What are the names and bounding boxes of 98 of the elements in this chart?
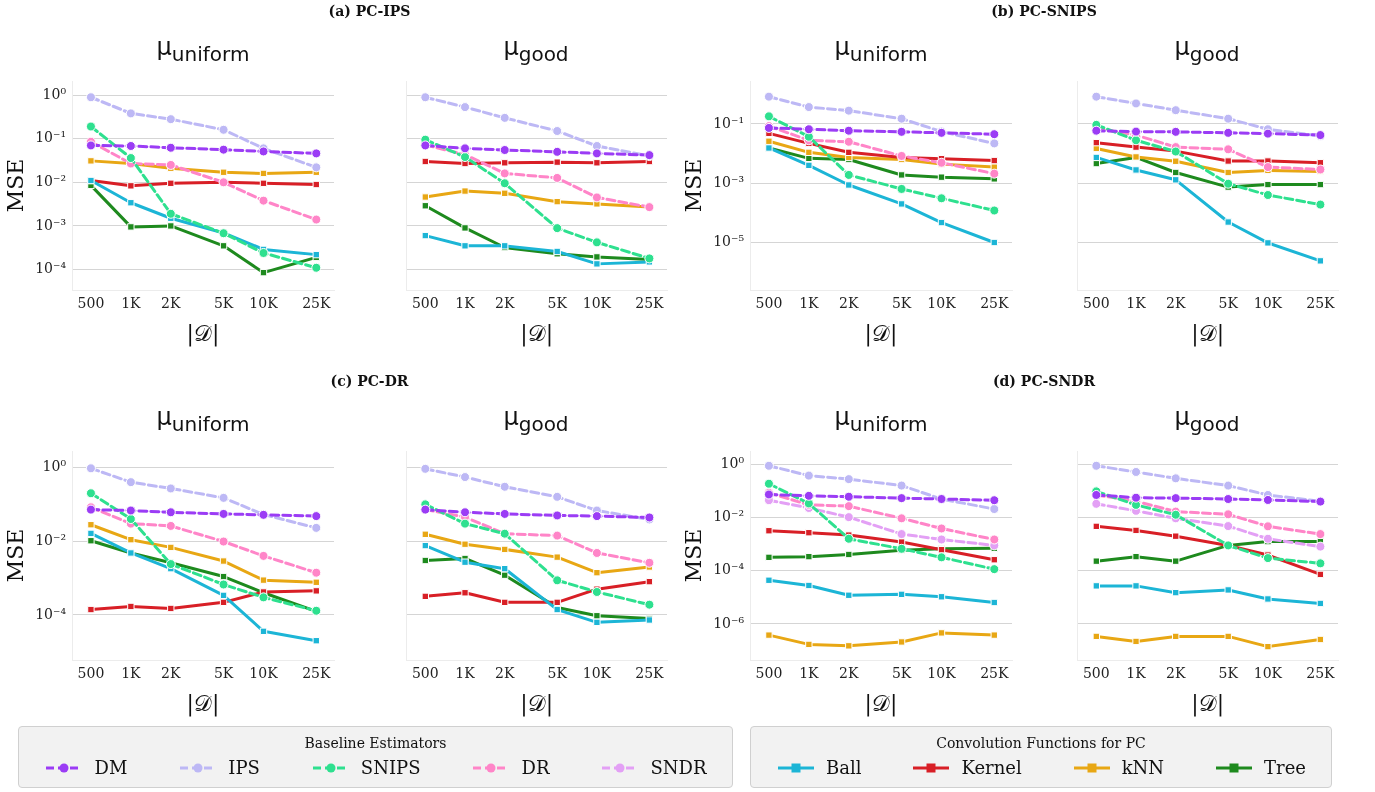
y-tick-label: 10⁰ xyxy=(42,85,67,102)
x-tick-label: 500 xyxy=(77,295,105,312)
x-tick-label: 25K xyxy=(1306,295,1336,312)
y-tick-label: 10⁻⁶ xyxy=(713,614,745,631)
x-tick-label: 10K xyxy=(582,295,612,312)
x-tick-label: 5K xyxy=(213,295,234,312)
x-tick-label: 2K xyxy=(161,665,182,682)
y-axis-title: MSE xyxy=(680,158,706,213)
x-tick-label: 25K xyxy=(980,665,1009,682)
legend-label: DM xyxy=(94,757,128,778)
chart-title: μ$_{uniform}$ xyxy=(155,403,251,436)
y-tick-label: 10⁰ xyxy=(720,455,745,472)
x-tick-label: 2K xyxy=(1166,295,1186,312)
x-tick-label: 2K xyxy=(839,665,860,682)
chart-title: μ$_{good}$ xyxy=(502,33,570,66)
x-tick-label: 1K xyxy=(799,295,820,312)
x-tick-label: 5K xyxy=(891,295,912,312)
x-tick-label: 1K xyxy=(799,665,820,682)
x-tick-label: 500 xyxy=(1082,295,1110,312)
x-tick-label: 1K xyxy=(455,295,476,312)
y-tick-label: 10⁻³ xyxy=(35,216,66,233)
y-tick-label: 10⁻³ xyxy=(713,173,744,190)
x-tick-label: 1K xyxy=(455,665,476,682)
x-tick-label: 5K xyxy=(213,665,234,682)
y-axis-title: MSE xyxy=(680,528,706,583)
x-tick-label: 500 xyxy=(77,665,105,682)
x-axis-title: |𝒟| xyxy=(1191,690,1225,717)
y-tick-label: 10⁻¹ xyxy=(713,114,744,131)
x-tick-label: 1K xyxy=(1126,295,1147,312)
x-tick-label: 1K xyxy=(121,295,142,312)
legend-label: Ball xyxy=(825,757,862,778)
text: (a) PC-IPS xyxy=(327,3,412,19)
x-axis-title: |𝒟| xyxy=(520,690,554,717)
x-tick-label: 500 xyxy=(1082,665,1110,682)
x-tick-label: 25K xyxy=(980,295,1009,312)
x-tick-label: 25K xyxy=(302,295,331,312)
chart-title: μ$_{good}$ xyxy=(502,403,570,436)
x-axis-title: |𝒟| xyxy=(186,690,220,717)
x-tick-label: 2K xyxy=(495,295,515,312)
x-tick-label: 5K xyxy=(547,295,568,312)
x-tick-label: 25K xyxy=(635,665,665,682)
x-tick-label: 10K xyxy=(927,295,957,312)
y-tick-label: 10⁻² xyxy=(35,531,66,548)
x-tick-label: 2K xyxy=(495,665,515,682)
y-tick-label: 10⁰ xyxy=(42,458,67,475)
x-tick-label: 25K xyxy=(302,665,331,682)
legend-title: Baseline Estimators xyxy=(303,735,448,751)
x-tick-label: 10K xyxy=(249,665,279,682)
x-tick-label: 5K xyxy=(547,665,568,682)
x-tick-label: 25K xyxy=(635,295,665,312)
y-tick-label: 10⁻⁴ xyxy=(35,605,67,622)
legend-label: kNN xyxy=(1121,757,1165,778)
x-tick-label: 500 xyxy=(411,295,439,312)
y-tick-label: 10⁻² xyxy=(35,172,66,189)
x-tick-label: 500 xyxy=(755,295,783,312)
x-axis-title: |𝒟| xyxy=(186,320,220,347)
x-axis-title: |𝒟| xyxy=(864,320,898,347)
text: (c) PC-DR xyxy=(329,373,410,389)
text: (b) PC-SNIPS xyxy=(990,3,1098,19)
x-tick-label: 10K xyxy=(249,295,279,312)
y-axis-title: MSE xyxy=(2,158,28,213)
x-axis-title: |𝒟| xyxy=(864,690,898,717)
legend-title: Convolution Functions for PC xyxy=(935,735,1147,751)
x-tick-label: 10K xyxy=(927,665,957,682)
legend-label: SNDR xyxy=(650,757,707,778)
chart-title: μ$_{uniform}$ xyxy=(155,33,251,66)
y-axis-title: MSE xyxy=(2,528,28,583)
x-tick-label: 10K xyxy=(582,665,612,682)
x-tick-label: 500 xyxy=(411,665,439,682)
x-tick-label: 2K xyxy=(839,295,860,312)
chart-title: μ$_{uniform}$ xyxy=(833,403,929,436)
x-tick-label: 5K xyxy=(1218,295,1239,312)
x-axis-title: |𝒟| xyxy=(1191,320,1225,347)
chart-title: μ$_{good}$ xyxy=(1173,33,1241,66)
y-tick-label: 10⁻⁴ xyxy=(713,561,745,578)
x-tick-label: 500 xyxy=(755,665,783,682)
x-axis-title: |𝒟| xyxy=(520,320,554,347)
y-tick-label: 10⁻² xyxy=(713,508,744,525)
x-tick-label: 2K xyxy=(1166,665,1186,682)
y-tick-label: 10⁻⁵ xyxy=(713,233,745,250)
y-tick-label: 10⁻¹ xyxy=(35,129,66,146)
x-tick-label: 1K xyxy=(121,665,142,682)
chart-title: μ$_{uniform}$ xyxy=(833,33,929,66)
legend-label: Kernel xyxy=(961,757,1022,778)
y-tick-label: 10⁻⁴ xyxy=(35,260,67,277)
text: (d) PC-SNDR xyxy=(991,373,1097,389)
x-tick-label: 2K xyxy=(161,295,182,312)
legend-label: Tree xyxy=(1264,757,1306,778)
x-tick-label: 5K xyxy=(1218,665,1239,682)
x-tick-label: 10K xyxy=(1253,665,1283,682)
legend-label: IPS xyxy=(228,757,260,778)
x-tick-label: 10K xyxy=(1253,295,1283,312)
x-tick-label: 1K xyxy=(1126,665,1147,682)
legend-label: DR xyxy=(521,757,550,778)
x-tick-label: 5K xyxy=(891,665,912,682)
x-tick-label: 25K xyxy=(1306,665,1336,682)
legend-label: SNIPS xyxy=(360,757,421,778)
chart-title: μ$_{good}$ xyxy=(1173,403,1241,436)
